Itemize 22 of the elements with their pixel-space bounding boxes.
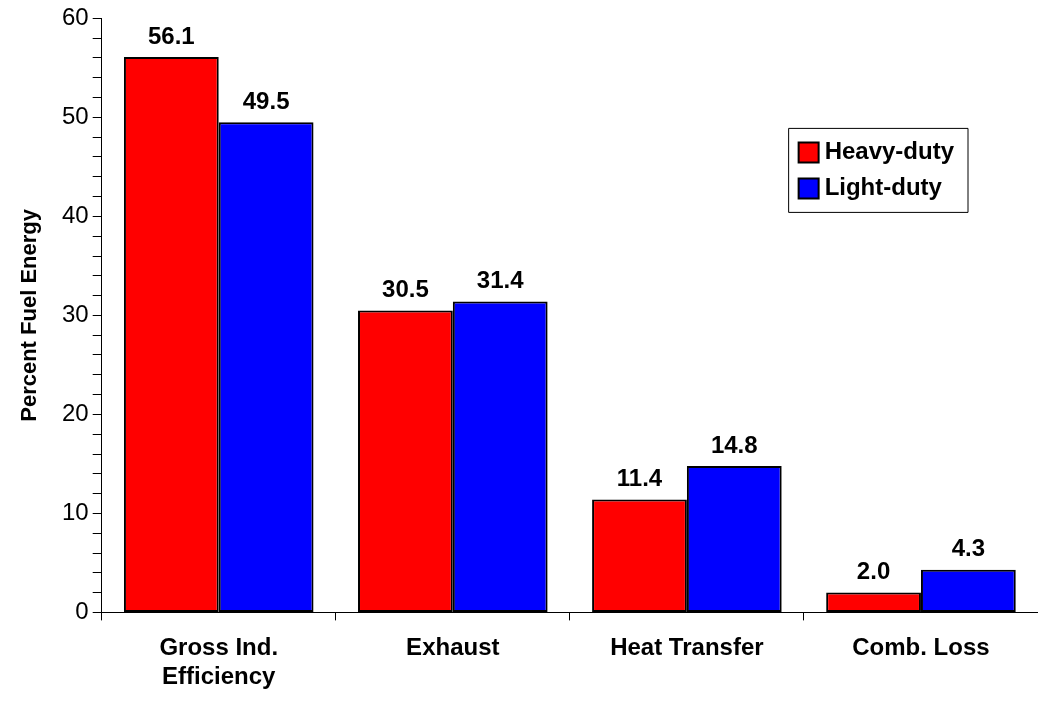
x-tick-label: Exhaust: [406, 633, 500, 661]
data-label: 56.1: [147, 21, 195, 49]
data-label: 11.4: [616, 464, 663, 492]
data-label: 4.3: [951, 534, 986, 562]
y-tick-label: 60: [61, 3, 89, 31]
y-tick-label: 20: [61, 399, 89, 427]
y-tick-label: 0: [75, 597, 89, 625]
data-label: 31.4: [476, 266, 525, 294]
y-tick-label: 30: [61, 300, 89, 328]
legend-label: Light-duty: [824, 173, 943, 201]
data-label: 14.8: [710, 430, 758, 458]
x-tick-label: Heat Transfer: [610, 633, 764, 661]
y-tick-label: 50: [61, 102, 89, 130]
data-label: 2.0: [856, 557, 891, 585]
y-tick-label: 40: [61, 201, 89, 229]
data-label: 49.5: [242, 86, 290, 114]
legend-label: Heavy-duty: [824, 137, 955, 165]
x-tick-label: Comb. Loss: [852, 633, 990, 661]
y-axis-title: Percent Fuel Energy: [16, 208, 42, 422]
y-tick-label: 10: [61, 498, 89, 526]
x-tick-label: Gross Ind. Efficiency: [159, 633, 279, 690]
data-label: 30.5: [382, 275, 429, 303]
